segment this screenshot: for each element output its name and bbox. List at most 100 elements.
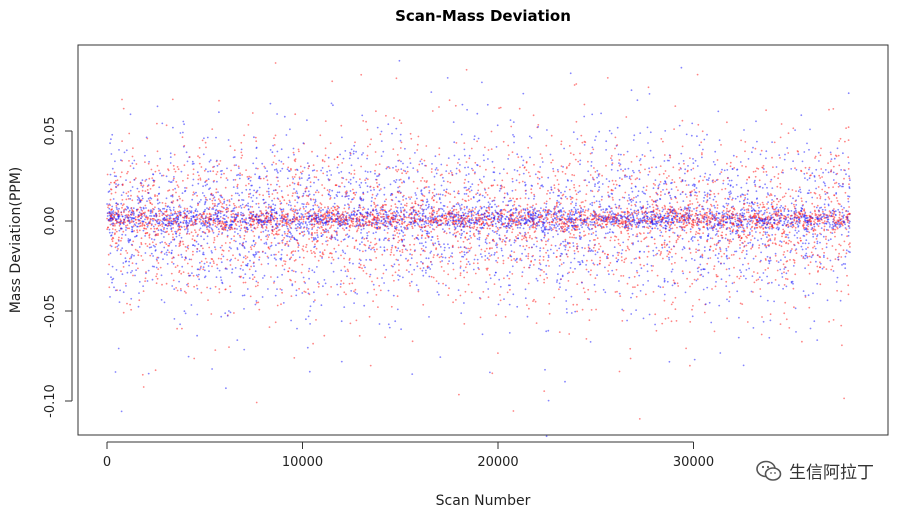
data-point <box>706 195 709 198</box>
data-point <box>377 306 379 308</box>
data-point <box>351 282 354 285</box>
data-point <box>552 236 555 238</box>
data-point <box>610 213 613 216</box>
data-point <box>785 260 788 263</box>
data-point <box>795 331 797 333</box>
data-point <box>822 181 825 184</box>
data-point <box>390 305 393 308</box>
data-point <box>673 128 675 131</box>
data-point <box>795 204 798 206</box>
data-point <box>710 225 713 228</box>
data-point <box>479 253 482 256</box>
data-point <box>380 130 383 133</box>
data-point <box>259 177 262 180</box>
data-point <box>432 228 434 230</box>
data-point <box>430 91 433 93</box>
data-point <box>589 152 592 155</box>
data-point <box>308 232 310 235</box>
data-point <box>688 271 691 274</box>
data-point <box>471 217 473 220</box>
data-point <box>336 227 339 230</box>
data-point <box>148 236 151 239</box>
data-point <box>378 219 380 222</box>
data-point <box>204 184 207 187</box>
data-point <box>316 189 318 192</box>
data-point <box>671 256 673 258</box>
data-point <box>379 213 382 215</box>
data-point <box>351 237 354 240</box>
data-point <box>847 168 850 170</box>
data-point <box>522 208 525 210</box>
data-point <box>795 211 798 214</box>
data-point <box>129 303 132 306</box>
data-point <box>273 144 276 146</box>
data-point <box>714 195 716 198</box>
data-point <box>736 168 739 171</box>
data-point <box>570 210 573 213</box>
data-point <box>674 308 677 311</box>
data-point <box>230 213 233 216</box>
data-point <box>172 179 175 182</box>
data-point <box>455 167 458 170</box>
data-point <box>507 158 509 160</box>
data-point <box>522 245 525 248</box>
data-point <box>171 195 174 198</box>
data-point <box>546 249 549 252</box>
data-point <box>172 227 175 229</box>
data-point <box>495 225 498 228</box>
data-point <box>532 264 535 266</box>
data-point <box>807 217 809 219</box>
data-point <box>702 148 704 151</box>
data-point <box>461 250 463 253</box>
data-point <box>819 261 821 264</box>
data-point <box>253 276 256 279</box>
data-point <box>758 244 761 247</box>
data-point <box>636 99 639 102</box>
data-point <box>405 269 408 271</box>
data-point <box>426 230 428 233</box>
data-point <box>400 141 403 144</box>
data-point <box>344 195 347 198</box>
data-point <box>310 249 312 252</box>
data-point <box>121 199 124 201</box>
data-point <box>306 250 309 253</box>
data-point <box>519 166 521 169</box>
data-point <box>833 219 836 222</box>
data-point <box>644 168 646 171</box>
data-point <box>707 228 709 231</box>
data-point <box>518 173 521 176</box>
data-point <box>377 175 380 177</box>
data-point <box>709 217 712 220</box>
data-point <box>745 235 747 238</box>
data-point <box>501 185 503 188</box>
data-point <box>341 227 344 230</box>
data-point <box>290 204 292 207</box>
data-point <box>806 192 809 195</box>
data-point <box>322 172 325 175</box>
data-point <box>527 214 530 217</box>
data-point <box>552 215 555 218</box>
data-point <box>161 202 164 204</box>
data-point <box>652 200 655 203</box>
data-point <box>184 246 187 248</box>
data-point <box>789 251 792 254</box>
data-point <box>754 255 757 258</box>
data-point <box>145 228 148 230</box>
data-point <box>648 313 651 316</box>
data-point <box>447 243 449 246</box>
data-point <box>643 215 646 218</box>
data-point <box>420 224 423 226</box>
data-point <box>313 239 315 241</box>
data-point <box>628 175 631 178</box>
data-point <box>648 167 650 170</box>
data-point <box>571 174 574 176</box>
data-point <box>124 234 127 236</box>
data-point <box>298 220 301 223</box>
data-point <box>422 274 425 277</box>
data-point <box>221 222 223 225</box>
data-point <box>206 183 209 186</box>
data-point <box>747 189 749 192</box>
data-point <box>423 223 426 226</box>
data-point <box>334 206 336 209</box>
data-point <box>360 181 363 184</box>
